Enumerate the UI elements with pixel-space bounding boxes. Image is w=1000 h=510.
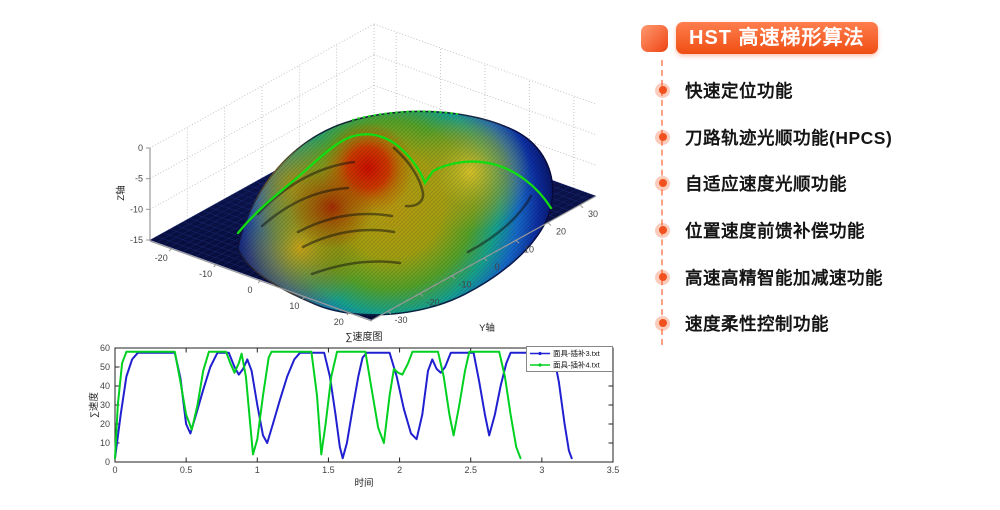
x-axis-label-2d: 时间 — [354, 477, 373, 489]
svg-text:3: 3 — [539, 465, 544, 475]
feature-item: 速度柔性控制功能 — [655, 312, 829, 334]
bullet-dot-icon — [655, 315, 670, 331]
svg-text:1.5: 1.5 — [322, 465, 335, 475]
svg-text:1: 1 — [255, 465, 260, 475]
toolpath-curve-dotted — [351, 110, 459, 121]
feature-item: 位置速度前馈补偿功能 — [655, 219, 865, 241]
svg-text:-15: -15 — [130, 235, 143, 245]
svg-text:-20: -20 — [426, 297, 439, 307]
feature-item: 高速高精智能加减速功能 — [655, 266, 883, 288]
legend-entry-1: 面具-插补3.txt — [553, 348, 601, 358]
svg-text:10: 10 — [289, 301, 299, 311]
velocity-series — [114, 350, 573, 460]
legend-marker-blue — [538, 351, 542, 356]
z-axis-label-3d: Z轴 — [115, 185, 127, 200]
svg-text:0: 0 — [494, 262, 499, 272]
svg-text:10: 10 — [100, 438, 110, 448]
feature-item: 刀路轨迹光顺功能(HPCS) — [655, 126, 892, 148]
axes-3d: -20 -10 0 10 20 -30 -20 -10 0 10 20 30 0 -5 -10 -15 — [130, 143, 598, 327]
svg-text:40: 40 — [100, 381, 110, 391]
svg-text:-10: -10 — [130, 204, 143, 214]
svg-text:0: 0 — [247, 285, 252, 295]
timeline-dashed-line — [661, 60, 663, 345]
svg-text:50: 50 — [100, 362, 110, 372]
svg-text:0: 0 — [138, 143, 143, 153]
svg-text:60: 60 — [100, 343, 110, 353]
svg-text:3.5: 3.5 — [607, 465, 620, 475]
brand-square-icon — [641, 25, 668, 52]
svg-text:0.5: 0.5 — [180, 465, 193, 475]
plot-title: ∑速度图 — [345, 330, 382, 343]
series-line-2 — [114, 350, 522, 460]
svg-text:2: 2 — [397, 465, 402, 475]
svg-text:10: 10 — [524, 244, 534, 254]
feature-panel: HST 高速梯形算法 快速定位功能 刀路轨迹光顺功能(HPCS) 自适应速度光顺… — [635, 0, 1000, 510]
panel-title-badge: HST 高速梯形算法 — [676, 22, 878, 54]
contour-texture — [237, 110, 554, 316]
feature-label: 自适应速度光顺功能 — [685, 173, 847, 194]
feature-label: 位置速度前馈补偿功能 — [685, 220, 865, 241]
svg-text:20: 20 — [334, 317, 344, 327]
svg-text:-10: -10 — [199, 269, 212, 279]
bullet-dot-icon — [655, 222, 670, 238]
legend[interactable]: 面具-插补3.txt 面具-插补4.txt — [526, 346, 613, 372]
bullet-dot-icon — [655, 129, 670, 145]
legend-box — [526, 346, 613, 372]
feature-label: 刀路轨迹光顺功能(HPCS) — [685, 127, 893, 148]
feature-item: 快速定位功能 — [655, 79, 793, 101]
svg-text:20: 20 — [556, 227, 566, 237]
panel-title: HST 高速梯形算法 — [689, 27, 865, 49]
y-axis-label-2d: ∑速度 — [88, 392, 100, 418]
svg-text:0: 0 — [112, 465, 117, 475]
feature-item: 自适应速度光顺功能 — [655, 172, 847, 194]
y-axis-label-3d: Y轴 — [479, 322, 495, 334]
feature-label: 高速高精智能加减速功能 — [685, 267, 883, 288]
bullet-dot-icon — [655, 175, 670, 191]
feature-label: 速度柔性控制功能 — [685, 313, 829, 334]
svg-text:2.5: 2.5 — [464, 465, 477, 475]
svg-text:20: 20 — [100, 419, 110, 429]
velocity-plot: 0 0.5 1 1.5 2 2.5 3 3.5 0 10 20 30 40 50 60 ∑速度图 时间 ∑速… — [88, 330, 619, 489]
bullet-dot-icon — [655, 269, 670, 285]
ridge-lines — [256, 146, 533, 276]
svg-text:30: 30 — [100, 400, 110, 410]
svg-text:-30: -30 — [394, 315, 407, 325]
face-surface — [237, 110, 554, 316]
svg-text:30: 30 — [588, 209, 598, 219]
svg-text:-10: -10 — [458, 280, 471, 290]
legend-marker-green — [538, 363, 542, 367]
svg-text:0: 0 — [105, 457, 110, 467]
series-line-1 — [114, 351, 573, 460]
legend-entry-2: 面具-插补4.txt — [553, 360, 601, 370]
bullet-dot-icon — [655, 82, 670, 98]
toolpath-curve — [236, 133, 553, 235]
feature-label: 快速定位功能 — [685, 80, 793, 101]
svg-text:-5: -5 — [135, 174, 143, 184]
svg-text:-20: -20 — [155, 253, 168, 263]
